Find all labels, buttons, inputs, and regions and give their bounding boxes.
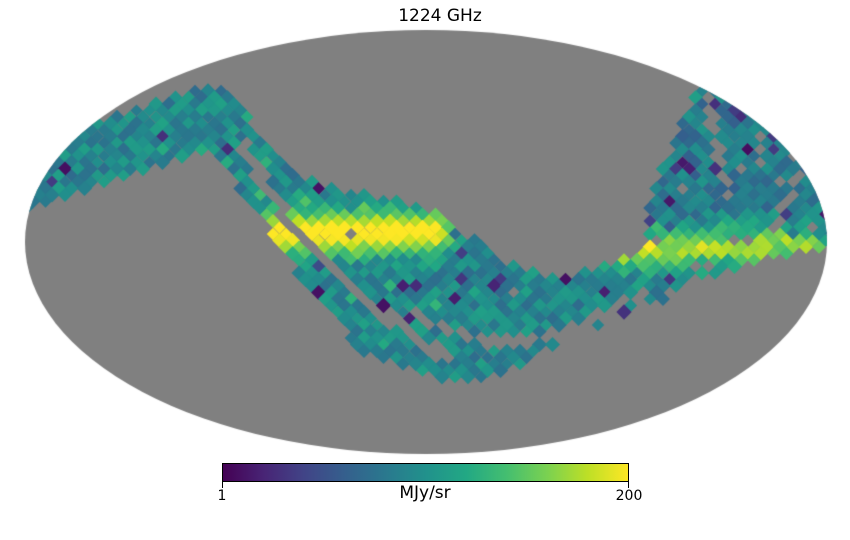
plot-title: 1224 GHz [398,6,482,26]
colorbar-gradient [222,463,629,482]
colorbar-tick-max [628,482,629,488]
colorbar-min-label: 1 [217,488,227,504]
colorbar-unit-label: MJy/sr [399,483,451,503]
colorbar-max-label: 200 [615,488,643,504]
colorbar-tick-min [222,482,223,488]
mollweide-map-canvas [0,0,850,460]
